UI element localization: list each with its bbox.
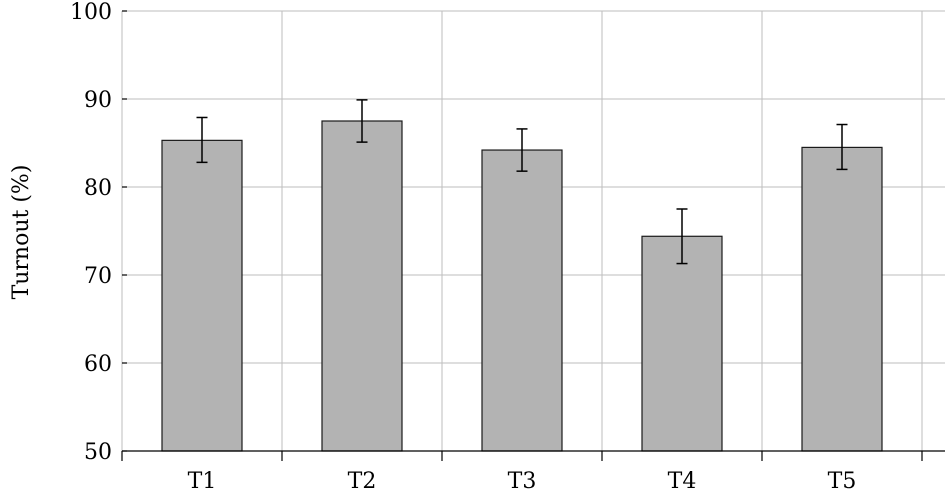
y-tick-label: 70	[84, 264, 112, 289]
bar-t2	[321, 120, 403, 452]
y-tick-label: 50	[84, 440, 112, 465]
x-tick-labels: T1 T2 T3 T4 T5	[188, 469, 857, 493]
error-bar-t2	[356, 99, 368, 143]
error-bar-t4	[676, 208, 688, 265]
x-tick-label: T5	[828, 469, 857, 493]
y-tick-labels: 50 60 70 80 90 100	[70, 0, 112, 465]
x-tick-label: T1	[188, 469, 217, 493]
y-tick-label: 90	[84, 88, 112, 113]
error-bars	[196, 99, 848, 265]
error-bar-t5	[836, 123, 848, 171]
y-axis-label: Turnout (%)	[9, 165, 34, 300]
axes	[121, 10, 945, 461]
bars	[161, 120, 883, 452]
error-bar-t3	[516, 128, 528, 172]
grid	[121, 10, 945, 451]
bar-t1	[161, 139, 243, 452]
bar-t5	[801, 146, 883, 452]
y-tick-label: 100	[70, 0, 112, 25]
x-tick-label: T2	[348, 469, 377, 493]
error-bar-t1	[196, 116, 208, 164]
x-tick-label: T4	[668, 469, 697, 493]
y-tick-label: 60	[84, 352, 112, 377]
y-tick-label: 80	[84, 176, 112, 201]
bar-t4	[641, 235, 723, 452]
x-tick-label: T3	[508, 469, 537, 493]
bar-t3	[481, 149, 563, 452]
